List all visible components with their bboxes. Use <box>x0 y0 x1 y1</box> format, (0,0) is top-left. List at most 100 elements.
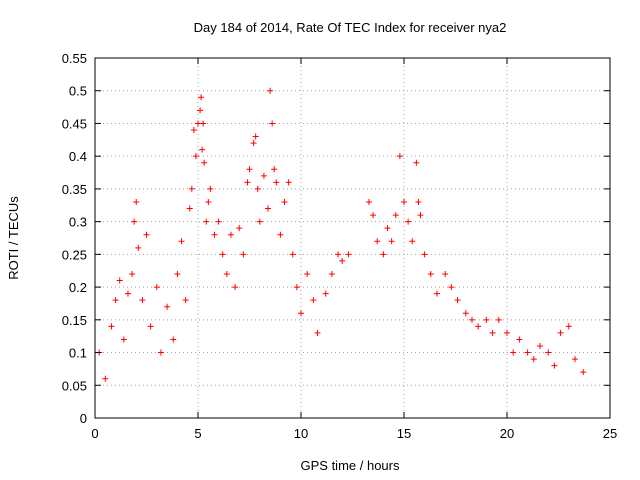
data-point <box>551 362 558 369</box>
x-tick-label: 25 <box>603 426 617 441</box>
data-point <box>256 218 263 225</box>
data-point <box>339 257 346 264</box>
data-point <box>182 297 189 304</box>
data-point <box>215 218 222 225</box>
x-tick-label: 15 <box>397 426 411 441</box>
data-point <box>298 310 304 317</box>
data-point <box>374 238 381 245</box>
y-tick-label: 0 <box>80 411 87 426</box>
data-point <box>250 140 257 147</box>
data-point <box>116 277 123 284</box>
data-point <box>370 212 377 219</box>
data-point <box>153 284 160 291</box>
plot-frame <box>94 57 611 419</box>
data-point <box>335 251 342 258</box>
data-point <box>198 94 205 101</box>
data-point <box>328 271 335 277</box>
y-tick-label: 0.5 <box>69 84 87 99</box>
data-point <box>186 205 193 212</box>
scatter-points <box>96 87 587 382</box>
data-point <box>197 107 204 114</box>
data-point <box>571 356 578 363</box>
data-point <box>143 231 150 238</box>
data-point <box>232 284 239 291</box>
data-point <box>164 303 171 310</box>
data-point <box>536 343 543 349</box>
data-point <box>133 199 140 205</box>
data-point <box>203 218 210 225</box>
data-point <box>120 336 127 343</box>
data-point <box>200 120 207 127</box>
data-point <box>174 271 181 277</box>
data-point <box>252 133 259 140</box>
data-point <box>483 316 490 323</box>
data-point <box>415 199 422 205</box>
data-point <box>293 284 300 291</box>
data-point <box>345 251 352 258</box>
data-point <box>129 271 136 277</box>
data-point <box>199 146 206 153</box>
data-point <box>240 251 247 258</box>
data-point <box>448 284 455 291</box>
grid-lines <box>95 58 610 418</box>
y-tick-label: 0.1 <box>69 346 87 361</box>
data-point <box>495 316 502 323</box>
data-point <box>380 251 387 258</box>
data-point <box>207 185 214 192</box>
data-point <box>265 205 272 212</box>
y-tick-label: 0.25 <box>62 247 87 262</box>
x-tick-label: 5 <box>194 426 201 441</box>
data-point <box>267 87 274 94</box>
data-point <box>170 336 177 343</box>
data-point <box>489 329 496 336</box>
x-tick-label: 10 <box>294 426 308 441</box>
data-point <box>102 375 109 382</box>
data-point <box>322 290 329 297</box>
data-point <box>388 238 395 245</box>
data-point <box>409 238 416 245</box>
data-point <box>545 349 552 356</box>
data-point <box>192 153 199 160</box>
x-axis-label: GPS time / hours <box>301 458 400 473</box>
data-point <box>271 166 278 173</box>
data-point <box>289 251 296 258</box>
data-point <box>244 179 251 186</box>
data-point <box>454 297 461 304</box>
data-point <box>246 166 253 173</box>
data-point <box>269 120 276 127</box>
data-point <box>227 231 234 238</box>
y-tick-label: 0.05 <box>62 378 87 393</box>
y-tick-label: 0.2 <box>69 280 87 295</box>
data-point <box>223 271 230 277</box>
data-point <box>557 329 564 336</box>
data-point <box>417 212 424 219</box>
chart-title: Day 184 of 2014, Rate Of TEC Index for r… <box>194 20 507 35</box>
data-point <box>405 218 412 225</box>
data-point <box>178 238 185 245</box>
data-point <box>236 225 243 232</box>
data-point <box>195 120 201 127</box>
x-tick-label: 0 <box>91 426 98 441</box>
data-point <box>205 199 212 205</box>
data-point <box>219 251 226 258</box>
data-point <box>392 212 399 219</box>
y-tick-label: 0.15 <box>62 313 87 328</box>
data-point <box>112 297 119 304</box>
y-tick-label: 0.45 <box>62 116 87 131</box>
data-point <box>277 231 284 238</box>
data-point <box>462 310 469 317</box>
axis-ticks: 0 0.05 0.1 0.15 0.2 0.25 0.3 0.35 0.4 0.45 0.5 0.55… <box>62 51 618 441</box>
data-point <box>131 218 138 225</box>
data-point <box>211 231 218 238</box>
data-point <box>580 369 587 376</box>
data-point <box>516 336 523 343</box>
data-point <box>304 271 311 277</box>
y-tick-label: 0.3 <box>69 215 87 230</box>
data-point <box>468 316 475 323</box>
data-point <box>413 159 420 166</box>
data-point <box>135 244 142 251</box>
data-point <box>157 349 164 356</box>
data-point <box>124 290 131 297</box>
data-point <box>273 179 280 186</box>
